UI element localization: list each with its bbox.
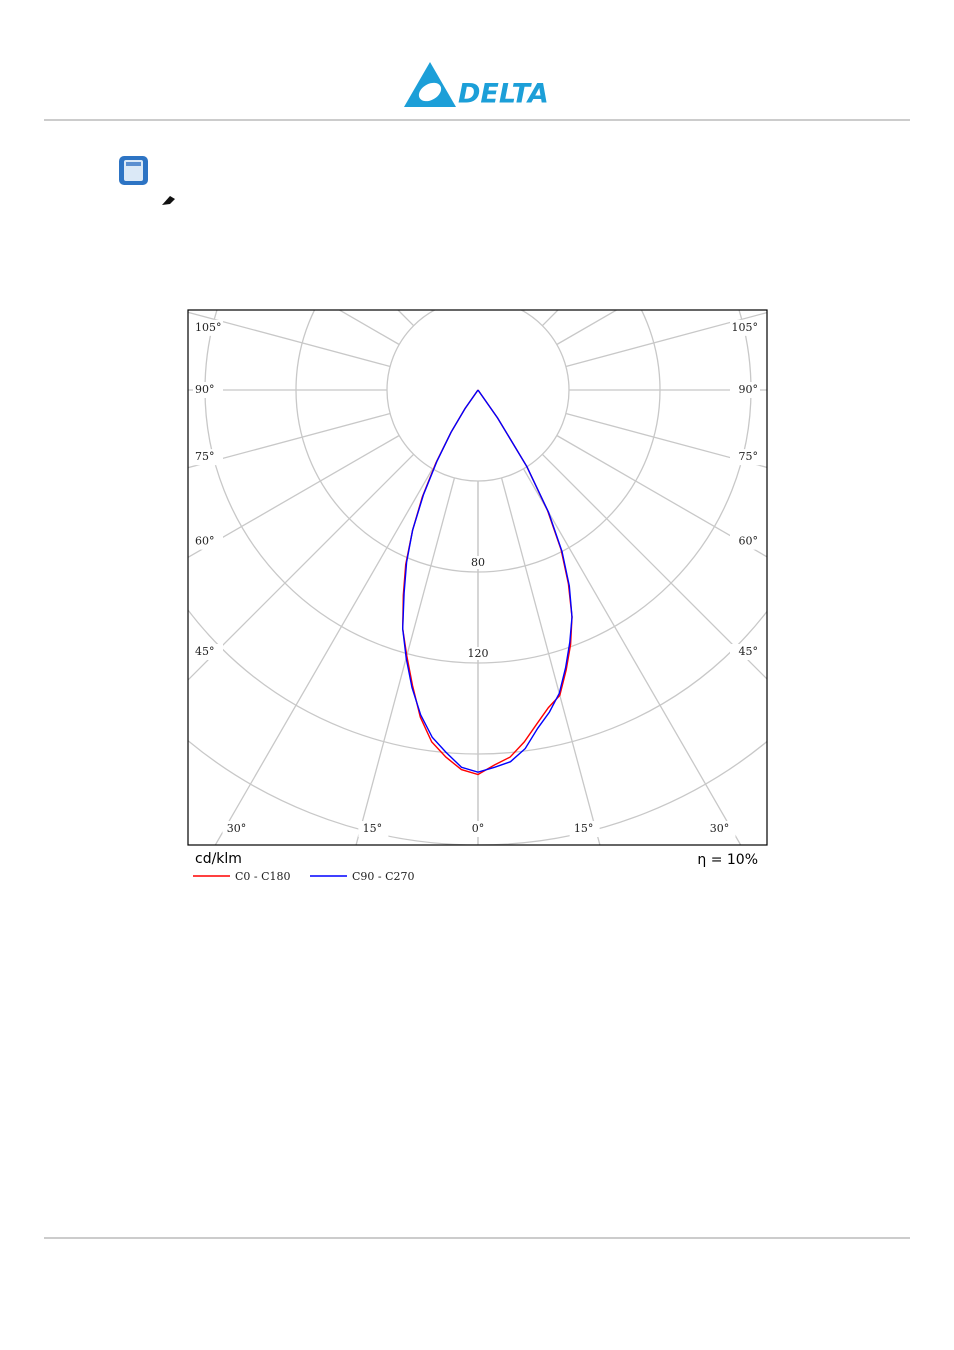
a-tick-bg — [730, 449, 760, 466]
grid-spoke — [355, 477, 456, 845]
r-tick-bg — [466, 647, 490, 660]
a-tick-label: 105° — [732, 321, 759, 334]
a-tick-label: 0° — [472, 822, 485, 835]
a-tick-bg — [222, 821, 253, 837]
grid-spoke — [338, 310, 400, 346]
a-tick-bg — [569, 821, 600, 837]
calculator-icon — [119, 156, 148, 185]
a-tick-bg — [730, 644, 760, 660]
a-tick-label: 15° — [574, 822, 594, 835]
chart-frame — [187, 309, 768, 846]
grid-spoke — [242, 0, 454, 302]
a-tick-bg — [358, 821, 389, 837]
chart-labels: 80 120 0° 15° 15° 30° 30° 45° 45° 60° 60° 75° 75° 90°… — [193, 319, 760, 837]
r-tick-label: 80 — [471, 556, 485, 569]
a-tick-bg — [193, 382, 223, 398]
a-tick-label: 105° — [195, 321, 222, 334]
logo-swoosh — [418, 82, 442, 102]
a-tick-label: 45° — [739, 645, 759, 658]
grid-spoke — [541, 310, 559, 327]
grid-spoke — [565, 311, 767, 368]
grid-spoke — [431, 310, 434, 312]
a-tick-label: 45° — [195, 645, 215, 658]
pen-icon — [162, 196, 175, 205]
grid-circle — [0, 0, 954, 936]
a-tick-label: 30° — [227, 822, 247, 835]
a-tick-bg — [730, 533, 760, 550]
grid-spoke — [500, 477, 601, 845]
grid-spoke — [565, 412, 767, 469]
a-tick-bg — [730, 382, 760, 398]
a-tick-label: 60° — [739, 535, 759, 548]
logo: DELTA — [404, 62, 549, 110]
logo-text: DELTA — [458, 79, 549, 110]
a-tick-bg — [193, 533, 223, 550]
legend: C0 - C180 C90 - C270 — [193, 870, 415, 883]
grid-spoke — [556, 310, 618, 346]
a-tick-label: 75° — [195, 450, 215, 463]
r-tick-bg — [466, 556, 490, 569]
legend-label: C0 - C180 — [235, 870, 291, 883]
grid-spoke — [502, 0, 714, 302]
a-tick-label: 90° — [739, 383, 759, 396]
a-tick-label: 60° — [195, 535, 215, 548]
a-tick-label: 15° — [363, 822, 383, 835]
grid-spoke — [397, 310, 415, 327]
efficiency-label: η = 10% — [697, 852, 758, 868]
a-tick-bg — [705, 821, 736, 837]
legend-label: C90 - C270 — [352, 870, 415, 883]
grid-spoke — [188, 311, 391, 368]
a-tick-label: 30° — [710, 822, 730, 835]
a-tick-bg — [193, 319, 223, 336]
grid-spoke — [188, 412, 391, 469]
a-tick-bg — [730, 319, 760, 336]
a-tick-label: 75° — [739, 450, 759, 463]
a-tick-bg — [193, 449, 223, 466]
grid-spoke — [541, 453, 767, 680]
grid-spoke — [188, 434, 400, 559]
grid-spoke — [556, 434, 767, 558]
grid-spoke — [522, 310, 525, 312]
a-tick-bg — [193, 644, 223, 660]
series-line — [401, 389, 573, 773]
grid-spoke — [188, 453, 415, 681]
r-tick-label: 120 — [468, 647, 489, 660]
a-tick-label: 90° — [195, 383, 215, 396]
a-tick-bg — [464, 821, 494, 837]
unit-label: cd/klm — [195, 851, 242, 867]
